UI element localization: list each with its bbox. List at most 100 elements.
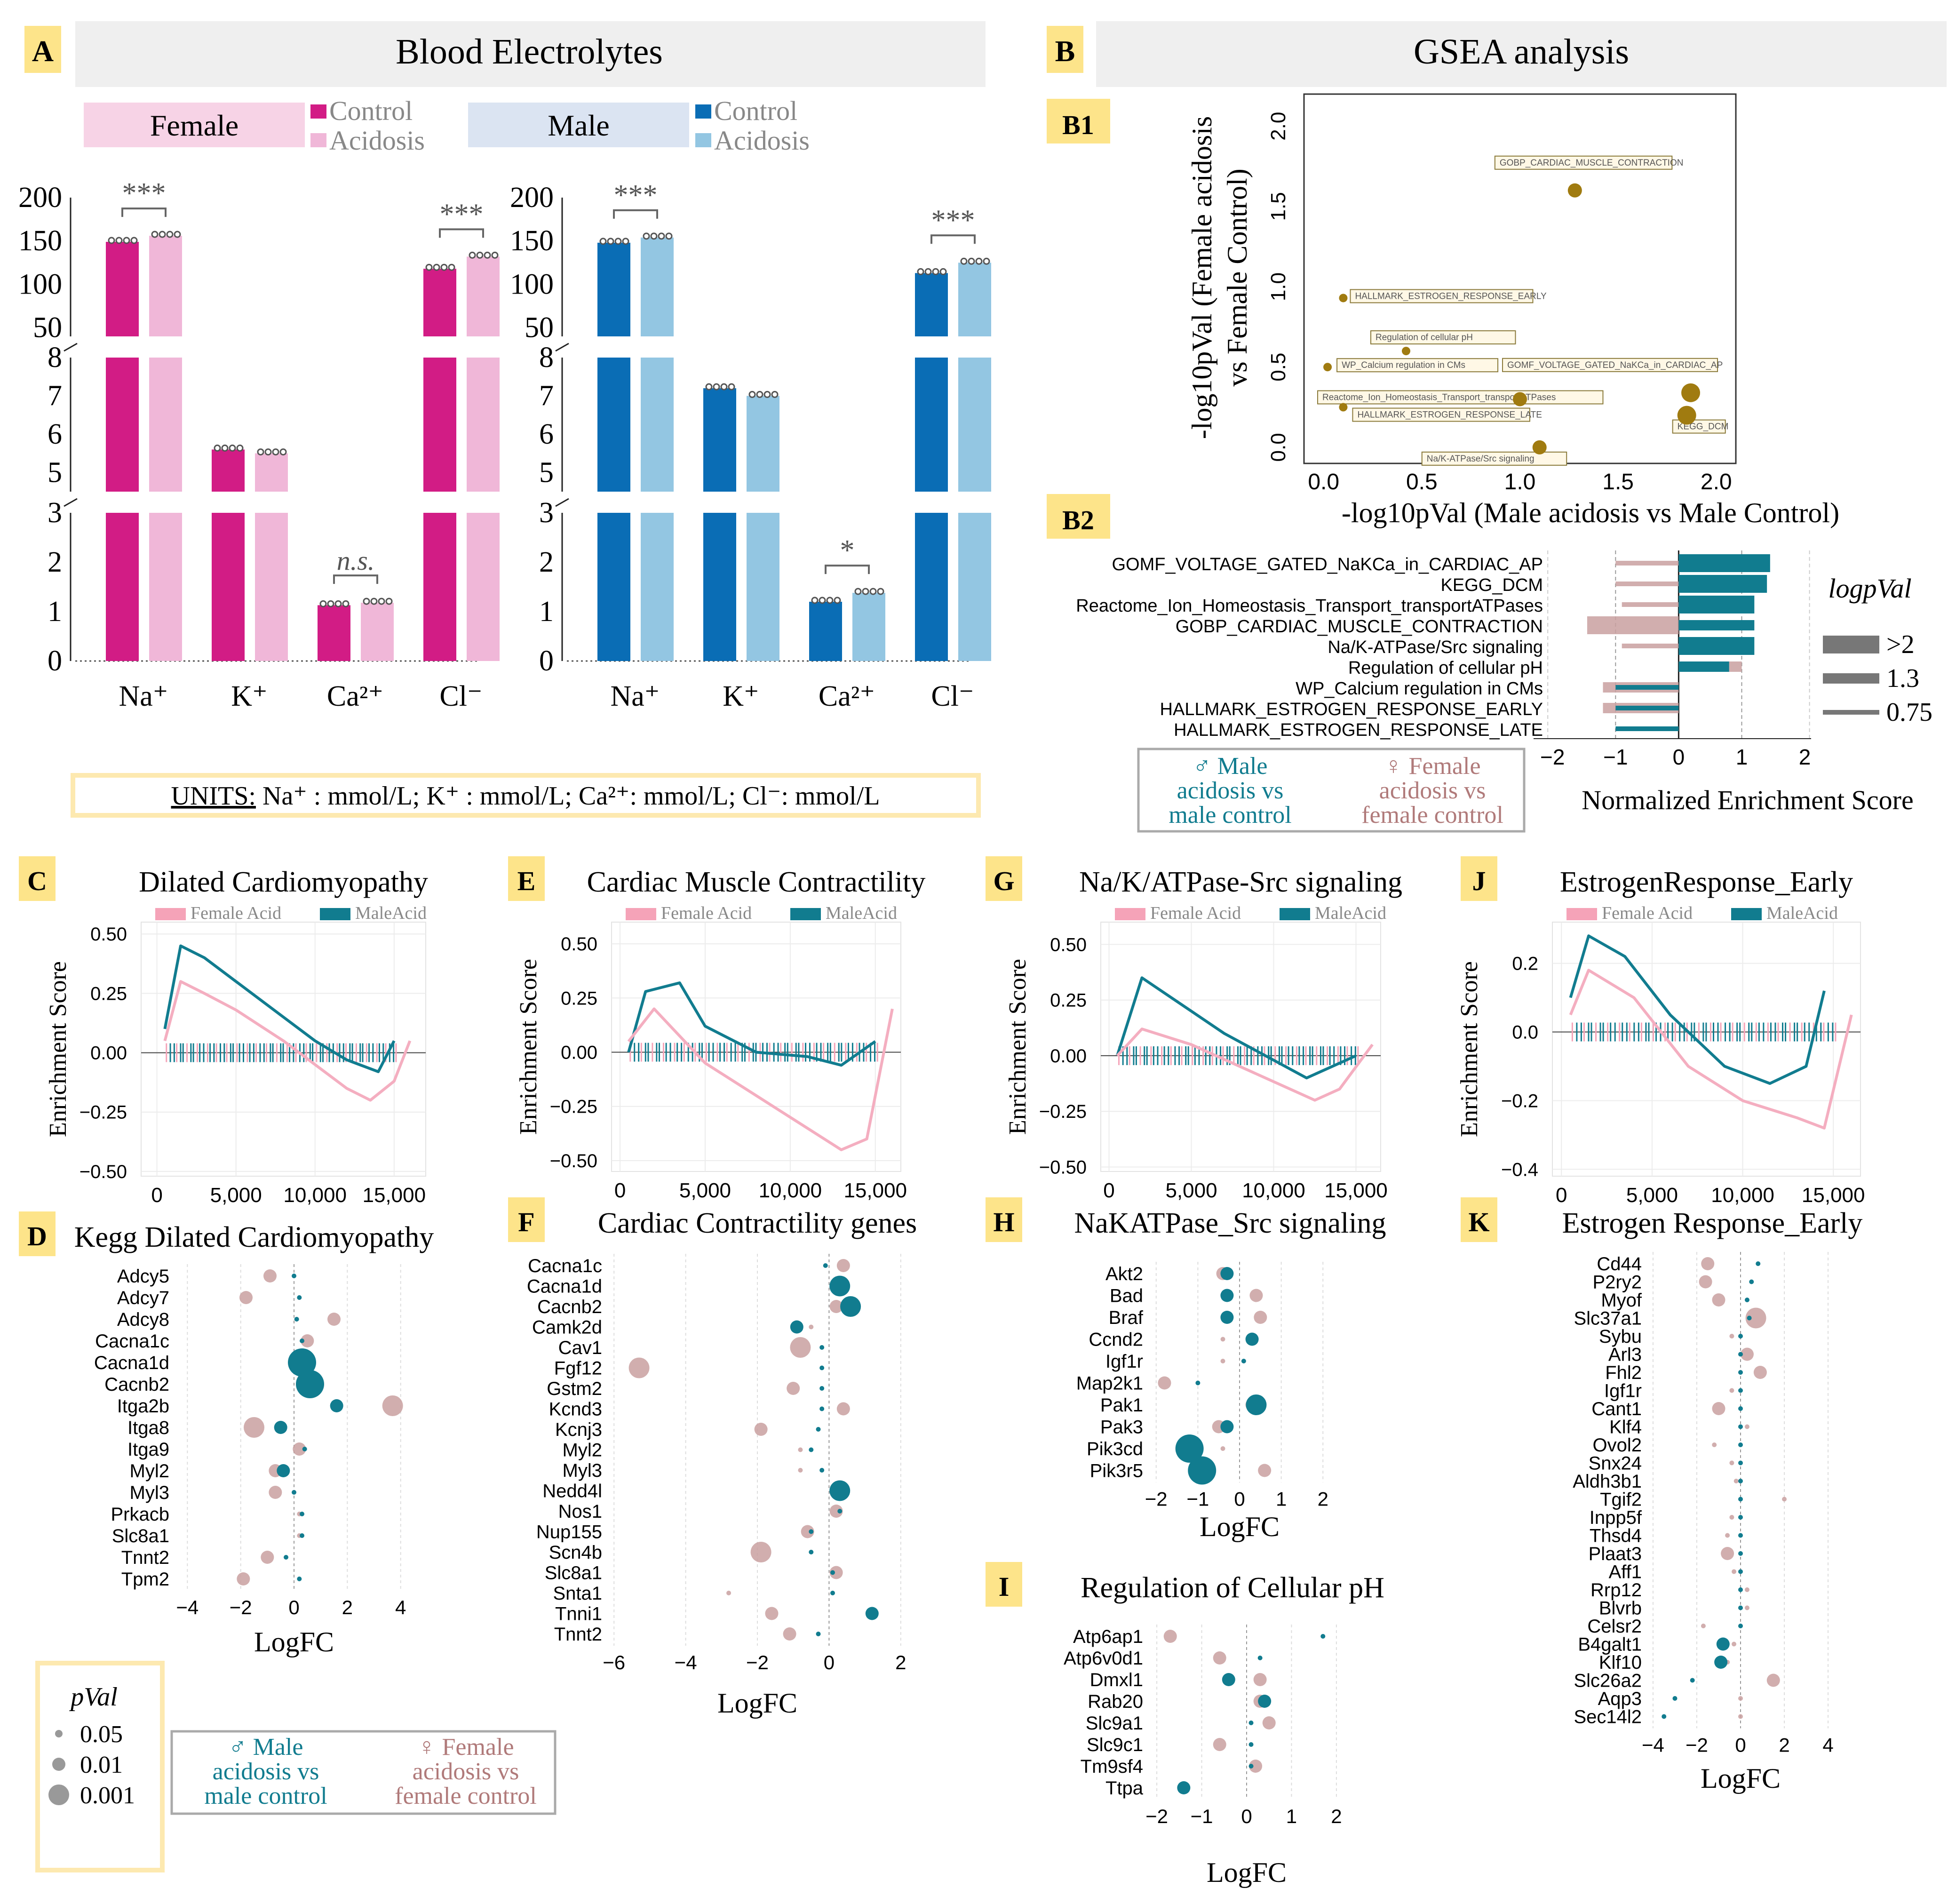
dot-female bbox=[1729, 1334, 1734, 1338]
category-label: Cl⁻ bbox=[439, 680, 482, 712]
legend-swatch bbox=[695, 133, 711, 147]
x-tick-label: 0 bbox=[288, 1596, 299, 1618]
bar bbox=[212, 449, 245, 492]
panel-letter-box bbox=[986, 1197, 1022, 1242]
panel-letter: C bbox=[27, 866, 47, 896]
legend-swatch bbox=[310, 104, 326, 119]
bar-female bbox=[1587, 616, 1679, 634]
panel-letter-box bbox=[508, 1197, 545, 1242]
male-legend-box bbox=[468, 103, 689, 147]
gene-label: Plaat3 bbox=[1589, 1544, 1642, 1564]
bar bbox=[361, 603, 394, 661]
panel-letter-B2: B2 bbox=[1062, 505, 1094, 535]
x-tick-label: 0 bbox=[1234, 1488, 1245, 1510]
gene-label: Slc26a2 bbox=[1574, 1671, 1642, 1691]
legend-swatch bbox=[790, 908, 821, 920]
legend-label: MaleAcid bbox=[1315, 903, 1386, 923]
gene-label: Cacna1d bbox=[94, 1353, 169, 1373]
legend-label: Female Acid bbox=[1150, 903, 1241, 923]
x-tick-label: 2 bbox=[342, 1596, 353, 1618]
legend-control-female: Control bbox=[329, 96, 413, 126]
dot-male bbox=[819, 1468, 825, 1473]
gene-label: Scn4b bbox=[549, 1542, 602, 1563]
dot-male bbox=[1248, 1764, 1254, 1769]
panel-letter: E bbox=[517, 866, 536, 896]
gene-label: Snx24 bbox=[1589, 1453, 1642, 1474]
dot-male bbox=[1248, 1721, 1254, 1725]
dot-male bbox=[294, 1317, 299, 1322]
x-tick-label: −2 bbox=[746, 1651, 769, 1673]
es-line bbox=[1116, 976, 1357, 1080]
dot-male bbox=[1738, 1352, 1743, 1357]
dot-male bbox=[1738, 1605, 1743, 1610]
pval-legend-title: pVal bbox=[69, 1682, 118, 1712]
dot-female bbox=[382, 1395, 403, 1416]
y-tick-label: 150 bbox=[510, 225, 554, 257]
gene-label: Adcy8 bbox=[117, 1309, 169, 1330]
bar bbox=[809, 602, 842, 661]
data-point bbox=[939, 268, 947, 275]
data-point bbox=[1513, 392, 1527, 406]
bar bbox=[641, 358, 674, 492]
group-legend-female: acidosis vs bbox=[413, 1758, 519, 1785]
bar-male bbox=[1615, 726, 1679, 731]
y-tick-label: 5 bbox=[48, 456, 62, 488]
x-tick-label: 1.0 bbox=[1504, 470, 1536, 494]
dot-male bbox=[284, 1555, 288, 1560]
group-legend-female: acidosis vs bbox=[1379, 777, 1486, 804]
dot-female bbox=[829, 1566, 843, 1579]
data-point bbox=[643, 232, 650, 240]
dot-male bbox=[819, 1386, 825, 1391]
x-tick-label: 5,000 bbox=[1626, 1184, 1678, 1207]
gene-label: Nup155 bbox=[536, 1522, 602, 1543]
x-tick-label: 0.5 bbox=[1406, 470, 1438, 494]
dot-male bbox=[816, 1427, 821, 1432]
data-point bbox=[650, 232, 658, 240]
legend-label: Female Acid bbox=[661, 903, 752, 923]
significance-bracket bbox=[121, 207, 167, 217]
dot-male bbox=[1662, 1714, 1667, 1719]
y-tick-label: 150 bbox=[18, 225, 62, 257]
bar bbox=[958, 263, 991, 336]
group-legend-male: male control bbox=[204, 1783, 327, 1809]
gene-label: Tpm2 bbox=[121, 1569, 169, 1590]
data-point bbox=[1401, 347, 1410, 356]
panel-letter-box bbox=[24, 26, 61, 73]
gene-label: Adcy7 bbox=[117, 1288, 169, 1308]
y-axis-title: vs Female Control) bbox=[1222, 168, 1253, 386]
panel-letter-A: A bbox=[32, 34, 54, 68]
x-tick-label: 0.0 bbox=[1308, 470, 1339, 494]
dot-male bbox=[300, 1533, 304, 1538]
y-tick-label: −0.25 bbox=[80, 1102, 127, 1123]
dot-male bbox=[292, 1490, 296, 1495]
gene-label: Cant1 bbox=[1591, 1399, 1642, 1419]
legend-label: 1.3 bbox=[1886, 664, 1919, 693]
dot-male bbox=[1690, 1678, 1695, 1683]
gene-label: Adcy5 bbox=[117, 1266, 169, 1287]
data-point bbox=[1532, 440, 1547, 454]
data-point bbox=[334, 600, 342, 607]
x-tick-label: 2 bbox=[1779, 1734, 1789, 1756]
y-tick-label: −0.50 bbox=[1039, 1157, 1087, 1178]
gsea-title: EstrogenResponse_Early bbox=[1560, 866, 1853, 898]
data-point bbox=[469, 251, 476, 259]
data-point bbox=[236, 444, 244, 452]
panel-letter-B: B bbox=[1055, 34, 1075, 68]
legend-label: 0.75 bbox=[1886, 698, 1932, 727]
dot-male bbox=[296, 1370, 324, 1398]
x-tick-label: 15,000 bbox=[1324, 1179, 1388, 1202]
dot-female bbox=[1249, 1289, 1263, 1302]
x-tick-label: −2 bbox=[1540, 745, 1565, 769]
data-point bbox=[440, 263, 448, 271]
dot-female bbox=[1732, 1641, 1737, 1647]
units-value: Na⁺ : mmol/L; K⁺ : mmol/L; Ca²⁺: mmol/L;… bbox=[256, 781, 880, 811]
data-point bbox=[975, 257, 983, 265]
female-legend-label: Female bbox=[150, 109, 239, 142]
units-label: UNITS: bbox=[171, 781, 255, 811]
data-point bbox=[229, 444, 236, 452]
dot-female bbox=[1729, 1515, 1734, 1520]
panel-letter: K bbox=[1468, 1207, 1489, 1237]
significance-label: *** bbox=[614, 179, 658, 211]
bar bbox=[641, 237, 674, 336]
gene-label: Cacnb2 bbox=[104, 1374, 169, 1395]
